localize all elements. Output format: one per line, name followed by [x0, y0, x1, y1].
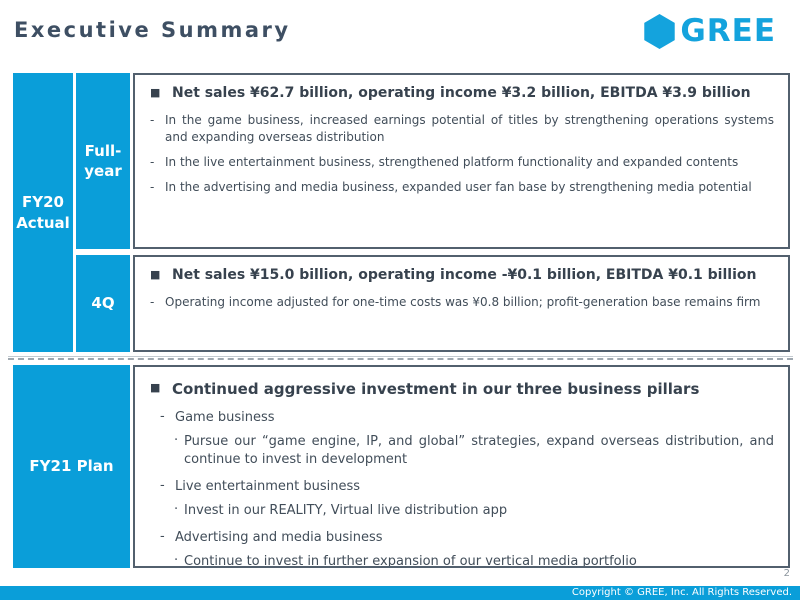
fy21-item-text: Invest in our REALITY, Virtual live dist… [184, 503, 508, 519]
fy20-label-line2: Actual [16, 213, 70, 232]
fy21-item-game-business: - Game business [160, 409, 774, 427]
dash-bullet-icon: - [160, 528, 165, 544]
dash-bullet-icon: - [150, 154, 155, 169]
square-bullet-icon: ■ [150, 381, 161, 394]
q4-label-text: 4Q [91, 294, 115, 313]
fy21-item-text: Pursue our “game engine, IP, and global”… [184, 434, 774, 468]
fy20-actual-label: FY20 Actual [13, 73, 73, 352]
footer-bar: Copyright © GREE, Inc. All Rights Reserv… [0, 586, 800, 600]
fy21-item-advertising-media: - Advertising and media business [160, 529, 774, 547]
dot-bullet-icon: · [174, 502, 179, 518]
fullyear-bullet-3-text: In the advertising and media business, e… [165, 179, 752, 194]
fullyear-label: Full- year [76, 73, 130, 249]
fullyear-bullet-3: - In the advertising and media business,… [150, 179, 774, 196]
q4-heading-row: ■ Net sales ¥15.0 billion, operating inc… [150, 266, 774, 286]
section-divider [8, 356, 793, 360]
q4-bullet-1-text: Operating income adjusted for one-time c… [165, 294, 761, 309]
fullyear-label-line2: year [84, 162, 122, 180]
fy21-heading-row: ■ Continued aggressive investment in our… [150, 379, 774, 400]
dash-bullet-icon: - [150, 294, 155, 309]
q4-content-box: ■ Net sales ¥15.0 billion, operating inc… [133, 255, 790, 352]
fy21-item-live-detail: · Invest in our REALITY, Virtual live di… [174, 502, 774, 520]
fy21-plan-label: FY21 Plan [13, 365, 130, 568]
fy21-item-game-detail: · Pursue our “game engine, IP, and globa… [174, 433, 774, 469]
fy21-item-text: Continue to invest in further expansion … [184, 553, 637, 568]
fy21-item-text: Live entertainment business [175, 479, 361, 495]
gree-hexagon-icon [644, 14, 676, 49]
fy21-label-text: FY21 Plan [29, 457, 114, 476]
fullyear-content-box: ■ Net sales ¥62.7 billion, operating inc… [133, 73, 790, 249]
fullyear-heading-row: ■ Net sales ¥62.7 billion, operating inc… [150, 84, 774, 104]
q4-label: 4Q [76, 255, 130, 352]
fy20-label-line1: FY20 [22, 193, 64, 212]
square-bullet-icon: ■ [150, 86, 161, 99]
fullyear-bullet-2: - In the live entertainment business, st… [150, 154, 774, 171]
fy21-item-advertising-detail: · Continue to invest in further expansio… [174, 552, 774, 568]
dot-bullet-icon: · [174, 552, 179, 568]
copyright-text: Copyright © GREE, Inc. All Rights Reserv… [571, 587, 792, 598]
dash-bullet-icon: - [160, 478, 165, 494]
fy21-heading: Continued aggressive investment in our t… [172, 380, 700, 398]
dot-bullet-icon: · [174, 433, 179, 449]
fy21-content-box: ■ Continued aggressive investment in our… [133, 365, 790, 568]
fullyear-label-line1: Full- [84, 141, 122, 160]
fy21-item-live-entertainment: - Live entertainment business [160, 478, 774, 496]
fy21-item-text: Game business [175, 410, 275, 426]
fullyear-bullet-1-text: In the game business, increased earnings… [165, 112, 774, 144]
dash-bullet-icon: - [150, 179, 155, 194]
q4-bullet-1: - Operating income adjusted for one-time… [150, 294, 774, 311]
q4-heading: Net sales ¥15.0 billion, operating incom… [172, 267, 757, 283]
dash-bullet-icon: - [160, 409, 165, 425]
fullyear-bullet-1: - In the game business, increased earnin… [150, 112, 774, 146]
fullyear-bullet-2-text: In the live entertainment business, stre… [165, 154, 739, 169]
gree-logo: GREE [644, 14, 776, 49]
page-title: Executive Summary [14, 18, 291, 42]
square-bullet-icon: ■ [150, 268, 161, 281]
page-number: 2 [783, 568, 790, 579]
fy21-item-text: Advertising and media business [175, 529, 383, 545]
gree-logo-text: GREE [680, 13, 776, 49]
dash-bullet-icon: - [150, 112, 155, 127]
fullyear-heading: Net sales ¥62.7 billion, operating incom… [172, 85, 751, 101]
